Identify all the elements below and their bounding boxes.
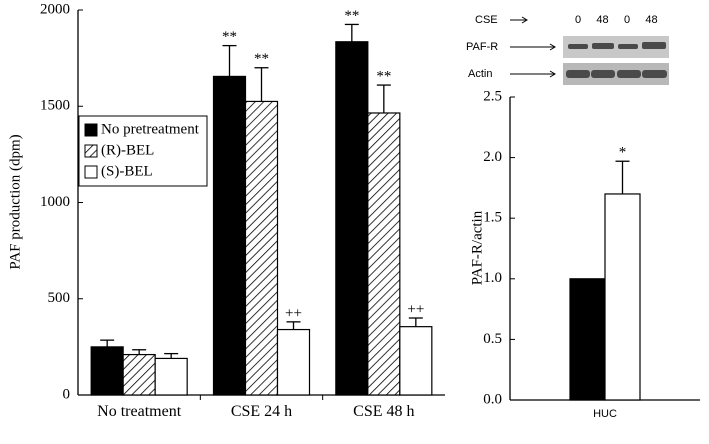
y-axis-label: PAF-R/actin (469, 210, 485, 285)
y-tick-label: 1.0 (483, 270, 502, 286)
bar (90, 346, 124, 396)
legend-box (78, 115, 208, 187)
blot-strip (563, 36, 669, 58)
y-tick-label: 1000 (40, 194, 70, 210)
blot-strip (563, 63, 669, 85)
y-tick-label: 0.0 (483, 391, 502, 407)
blot-lane: 48 (596, 14, 608, 26)
legend-swatch (84, 165, 98, 179)
legend-swatch (84, 144, 98, 158)
bar (154, 357, 188, 396)
y-tick-label: 0.5 (483, 331, 502, 347)
blot-lane: 0 (624, 14, 630, 26)
bar (569, 278, 606, 401)
blot-row: PAF-R (466, 41, 498, 53)
bar (335, 41, 369, 396)
y-axis-label: PAF production (dpm) (7, 134, 23, 269)
annotation: * (619, 145, 627, 161)
y-tick-label: 1500 (40, 98, 70, 114)
x-tick-label: CSE 48 h (353, 403, 415, 420)
bar (399, 326, 433, 396)
y-tick-label: 0 (63, 386, 71, 402)
y-tick-label: 1.5 (483, 210, 502, 226)
annotation: ++ (407, 301, 424, 317)
legend-label: No pretreatment (101, 121, 200, 137)
annotation: ** (254, 51, 269, 67)
annotation: ** (222, 29, 237, 45)
x-tick-label: No treatment (97, 403, 182, 420)
bar (212, 75, 247, 396)
y-tick-label: 2000 (40, 1, 70, 17)
bar (244, 100, 279, 396)
legend-swatch (84, 123, 98, 137)
blot-lane: 48 (645, 14, 657, 26)
legend-label: (S)-BEL (101, 163, 153, 179)
annotation: ** (344, 8, 359, 24)
y-tick-label: 2.5 (483, 88, 502, 104)
blot-lane: 0 (575, 14, 581, 26)
annotation: ** (376, 69, 391, 85)
y-tick-label: 2.0 (483, 149, 502, 165)
legend-label: (R)-BEL (101, 142, 154, 158)
annotation: ++ (285, 305, 302, 321)
bar (604, 193, 641, 401)
bar (276, 328, 311, 396)
x-tick-label: HUC (593, 408, 617, 420)
blot-condition: CSE (475, 14, 498, 26)
y-tick-label: 500 (48, 290, 71, 306)
bar (367, 112, 401, 396)
western-blot: CSE PAF-R Actin (466, 14, 669, 85)
bar (122, 353, 156, 396)
x-tick-label: CSE 24 h (230, 403, 293, 420)
blot-row: Actin (468, 68, 492, 80)
